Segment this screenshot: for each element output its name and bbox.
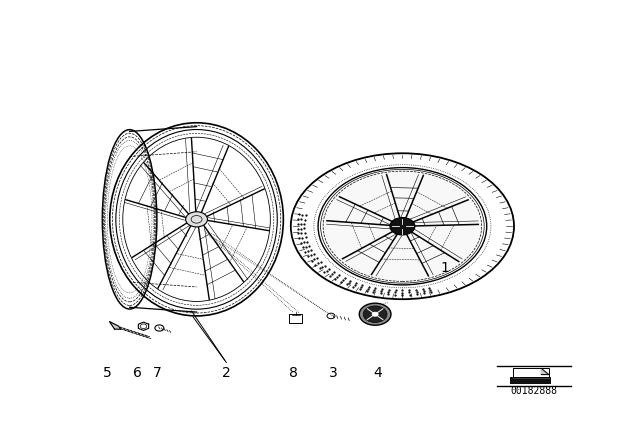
Text: 00182888: 00182888	[510, 386, 557, 396]
Bar	[510, 377, 550, 383]
Polygon shape	[541, 368, 548, 375]
Text: 4: 4	[373, 366, 382, 380]
Polygon shape	[109, 322, 121, 329]
Ellipse shape	[321, 169, 484, 283]
Bar	[509, 368, 554, 384]
Text: 5: 5	[103, 366, 111, 380]
Text: 8: 8	[289, 366, 298, 380]
Text: 3: 3	[328, 366, 337, 380]
Circle shape	[372, 312, 378, 316]
Circle shape	[364, 306, 387, 323]
Text: 6: 6	[132, 366, 141, 380]
Text: 7: 7	[152, 366, 161, 380]
Polygon shape	[513, 368, 548, 377]
Circle shape	[359, 303, 391, 325]
Text: 2: 2	[222, 366, 230, 380]
Circle shape	[390, 218, 415, 235]
Circle shape	[186, 212, 207, 227]
Text: 1: 1	[440, 261, 449, 275]
